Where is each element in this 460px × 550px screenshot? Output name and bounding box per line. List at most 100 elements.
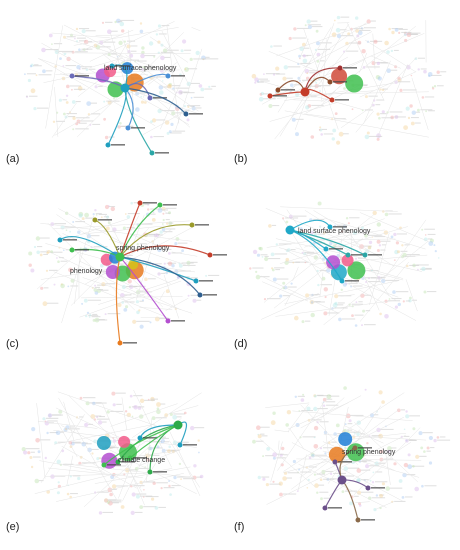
background-node-label [150,208,162,210]
highlight-node [165,73,171,79]
background-link [148,62,178,85]
background-node [307,104,312,108]
background-node [174,242,178,246]
highlight-node-label [143,437,157,439]
background-link [319,85,341,107]
cluster-node [345,74,364,93]
background-node [423,69,427,74]
background-node-label [52,414,63,416]
background-node [34,478,40,484]
highlight-node-label [351,254,365,256]
background-node [157,208,163,213]
background-node-label [30,451,35,453]
background-node [35,74,38,77]
background-node [302,393,305,396]
background-node-label [340,29,347,31]
background-node [50,474,55,479]
background-link [66,455,74,486]
background-node [272,480,275,483]
background-link [340,294,355,297]
background-node-label [409,415,420,417]
background-node-label [276,73,286,75]
background-node-label [364,109,373,111]
highlight-node [115,459,121,465]
background-link [89,57,123,68]
background-node-label [162,209,168,211]
background-node [294,395,297,398]
background-node [381,110,385,114]
background-node-label [371,435,381,437]
highlight-node-label [131,127,145,129]
background-node-label [320,42,332,44]
background-node-label [26,73,36,75]
background-node-label [57,441,66,443]
background-node-label [325,401,336,403]
background-node [379,449,384,454]
background-node-label [424,96,435,98]
background-node-label [131,406,137,408]
background-node-label [90,235,100,237]
background-node [150,120,153,123]
background-node [308,456,312,460]
background-node [404,38,408,43]
highlight-node-label [75,249,89,251]
highlight-link [129,424,179,459]
background-link [293,99,325,102]
background-link [274,429,290,433]
background-link [284,280,399,305]
background-node [412,465,415,468]
background-node [366,442,369,445]
background-node [139,480,143,484]
background-link [369,232,390,306]
background-node [282,281,286,285]
background-node-label [273,45,282,47]
network-graph: land surface phenology [24,18,219,156]
background-node [42,69,46,74]
background-node [160,487,163,490]
background-node [251,73,257,79]
background-node-label [190,82,200,84]
background-node [304,24,307,27]
background-node [114,20,117,24]
background-node [256,253,261,257]
background-link [359,212,429,242]
background-node [319,225,322,228]
background-link [45,25,64,129]
background-node-label [166,262,173,264]
highlight-node [355,517,361,523]
background-node [291,117,296,122]
background-node-label [419,455,427,457]
background-node-label [149,454,160,456]
background-node-label [308,466,317,468]
background-node-label [54,223,66,225]
background-link [132,392,202,438]
background-node [304,261,307,264]
background-node [165,289,170,294]
background-node-label [333,246,344,248]
background-node [122,226,126,230]
background-node-label [178,270,191,272]
background-node [142,299,144,302]
background-node [166,131,170,135]
background-node [65,229,68,231]
background-node-label [105,21,113,23]
background-node-label [173,413,185,415]
background-node [322,404,326,407]
background-node-label [162,86,169,88]
background-node [75,27,79,31]
background-link [104,53,127,63]
background-node [182,39,187,44]
background-node [313,473,316,476]
background-node-label [187,68,198,70]
cluster-node [338,432,353,447]
background-link [169,431,201,497]
highlight-node [327,224,333,230]
background-node-label [139,300,144,302]
background-node [27,78,31,83]
background-node-label [260,433,265,435]
background-node [184,411,187,415]
background-node-label [368,135,383,137]
background-link [284,292,292,306]
background-node-label [368,281,381,283]
background-node [401,255,404,259]
